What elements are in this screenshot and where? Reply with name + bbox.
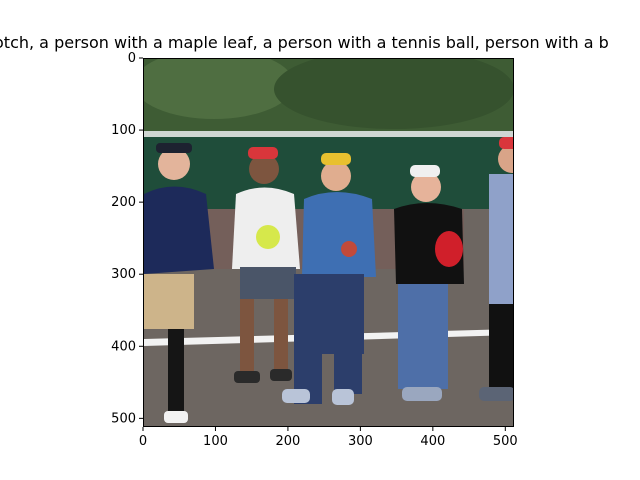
photo-image	[144, 59, 513, 426]
y-tick-label: 300	[111, 267, 136, 282]
image-axes	[143, 58, 514, 427]
x-tick-label: 100	[203, 434, 228, 449]
x-tick-label: 300	[348, 434, 373, 449]
fence-top-rail	[144, 131, 513, 137]
y-tick-label: 500	[111, 411, 136, 426]
y-axis: 0 100 200 300 400 500	[111, 51, 143, 426]
x-axis: 0 100 200 300 400 500	[139, 427, 518, 449]
y-tick-label: 100	[111, 123, 136, 138]
person-5	[479, 137, 513, 401]
tree-foliage-right	[274, 59, 513, 129]
x-tick-label: 400	[420, 434, 445, 449]
person-3	[282, 153, 376, 405]
person-4	[394, 165, 464, 401]
tree-foliage-left	[144, 59, 294, 119]
x-tick-label: 0	[139, 434, 147, 449]
person-2	[232, 147, 300, 383]
x-tick-label: 200	[276, 434, 301, 449]
x-tick-label: 500	[493, 434, 518, 449]
y-tick-label: 0	[128, 51, 136, 66]
y-tick-label: 200	[111, 195, 136, 210]
figure-title: otch, a person with a maple leaf, a pers…	[0, 33, 609, 52]
y-tick-label: 400	[111, 339, 136, 354]
tennis-ball	[256, 225, 280, 249]
person-1	[144, 143, 214, 423]
